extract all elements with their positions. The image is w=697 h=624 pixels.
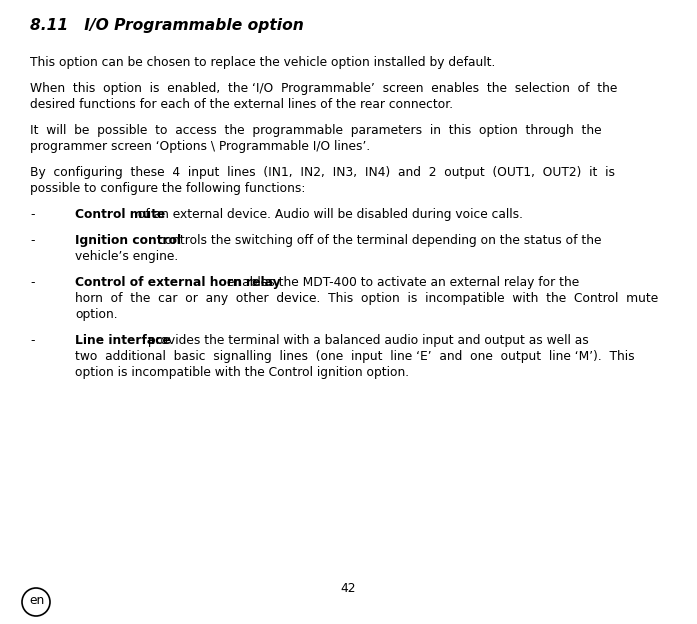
Text: possible to configure the following functions:: possible to configure the following func… xyxy=(30,182,305,195)
Text: enables the MDT-400 to activate an external relay for the: enables the MDT-400 to activate an exter… xyxy=(223,276,579,289)
Text: option is incompatible with the Control ignition option.: option is incompatible with the Control … xyxy=(75,366,409,379)
Text: two  additional  basic  signalling  lines  (one  input  line ‘E’  and  one  outp: two additional basic signalling lines (o… xyxy=(75,350,635,363)
Text: This option can be chosen to replace the vehicle option installed by default.: This option can be chosen to replace the… xyxy=(30,56,496,69)
Text: vehicle’s engine.: vehicle’s engine. xyxy=(75,250,178,263)
Text: Line interface: Line interface xyxy=(75,334,171,347)
Text: horn  of  the  car  or  any  other  device.  This  option  is  incompatible  wit: horn of the car or any other device. Thi… xyxy=(75,292,658,305)
Text: It  will  be  possible  to  access  the  programmable  parameters  in  this  opt: It will be possible to access the progra… xyxy=(30,124,602,137)
Text: provides the terminal with a balanced audio input and output as well as: provides the terminal with a balanced au… xyxy=(144,334,589,347)
Text: option.: option. xyxy=(75,308,118,321)
Text: -: - xyxy=(30,334,34,347)
Text: By  configuring  these  4  input  lines  (IN1,  IN2,  IN3,  IN4)  and  2  output: By configuring these 4 input lines (IN1,… xyxy=(30,166,615,179)
Text: Control mute: Control mute xyxy=(75,208,165,221)
Text: -: - xyxy=(30,208,34,221)
Text: desired functions for each of the external lines of the rear connector.: desired functions for each of the extern… xyxy=(30,98,453,111)
Text: controls the switching off of the terminal depending on the status of the: controls the switching off of the termin… xyxy=(154,234,602,247)
Text: Ignition control: Ignition control xyxy=(75,234,181,247)
Text: 8.11   I/O Programmable option: 8.11 I/O Programmable option xyxy=(30,18,304,33)
Text: Control of external horn relay: Control of external horn relay xyxy=(75,276,281,289)
Text: 42: 42 xyxy=(341,582,356,595)
Text: -: - xyxy=(30,276,34,289)
Text: programmer screen ‘Options \ Programmable I/O lines’.: programmer screen ‘Options \ Programmabl… xyxy=(30,140,370,153)
Text: -: - xyxy=(30,234,34,247)
Text: of an external device. Audio will be disabled during voice calls.: of an external device. Audio will be dis… xyxy=(135,208,523,221)
Text: When  this  option  is  enabled,  the ‘I/O  Programmable’  screen  enables  the : When this option is enabled, the ‘I/O Pr… xyxy=(30,82,618,95)
Text: en: en xyxy=(29,594,44,607)
